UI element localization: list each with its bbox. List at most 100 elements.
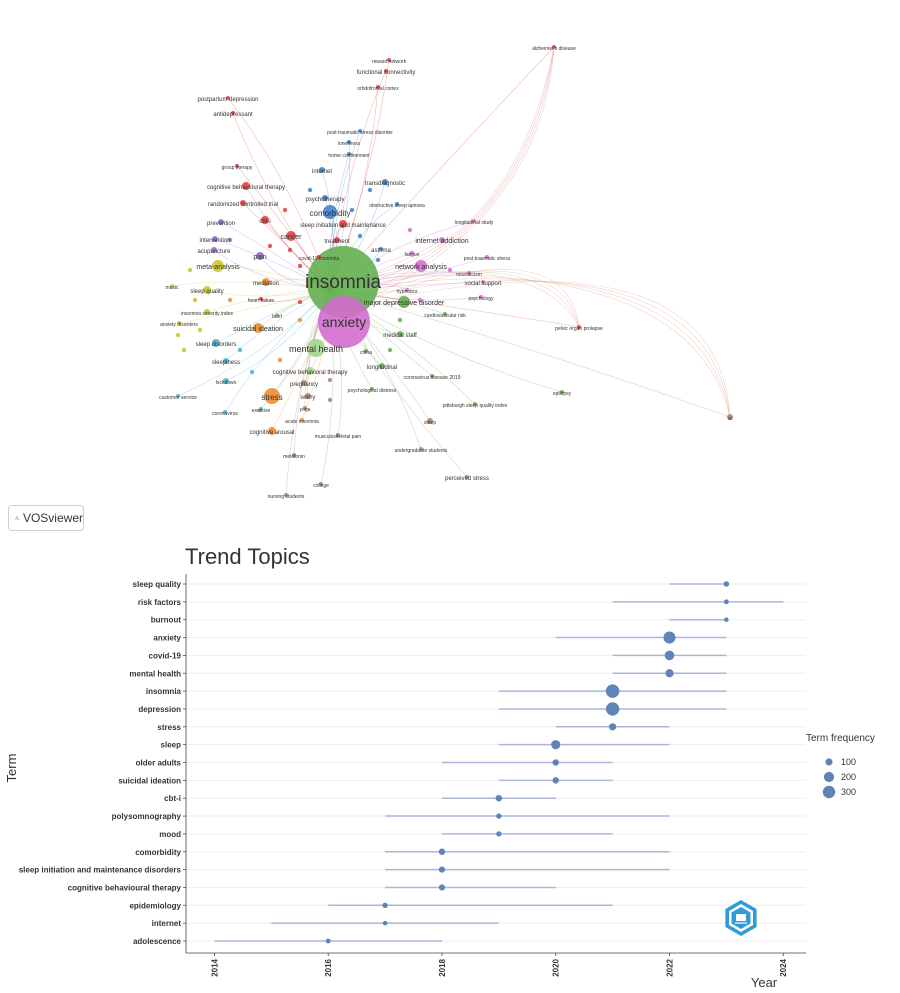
legend-size-label: 200 [841, 772, 856, 782]
network-node-label: cancer [280, 234, 302, 241]
network-node-label: intervention [199, 238, 230, 244]
year-tick-label: 2014 [210, 958, 219, 976]
network-node-label: sleep initiation and maintenance [300, 223, 386, 229]
network-node [211, 247, 217, 253]
network-node [275, 313, 279, 317]
network-node [203, 286, 211, 294]
co-occurrence-network: insomnia anxiety mental health comorbidity n… [159, 45, 733, 500]
network-node-label: cognitive arousal [249, 430, 294, 436]
term-label: mood [159, 830, 181, 839]
network-node [307, 187, 313, 193]
y-axis-label: Term [4, 754, 19, 783]
network-node-label: customer service [159, 395, 197, 401]
network-node [297, 263, 303, 269]
network-node-label: loneliness [338, 141, 361, 147]
network-node-label: sleepiness [212, 360, 240, 366]
term-label: stress [157, 723, 181, 732]
network-node-label: home confinement [328, 153, 370, 159]
network-node-label: undergraduate students [395, 448, 448, 454]
term-label: cognitive behavioural therapy [68, 883, 182, 892]
network-node [472, 219, 476, 223]
network-node-label: longitudinal [367, 365, 397, 371]
network-node-label: suicidal ideation [233, 326, 283, 333]
network-node-label: medical staff [383, 333, 417, 339]
network-node-label: pregnancy [290, 382, 318, 388]
term-point [665, 669, 674, 678]
vosviewer-badge[interactable]: VOSviewer [8, 505, 84, 531]
network-node-label: psychological distress [348, 388, 397, 394]
term-point [551, 740, 561, 750]
network-node-label: acupuncture [197, 249, 231, 255]
term-point [663, 631, 676, 644]
term-point [605, 684, 620, 698]
network-node-label: longitudinal study [455, 220, 494, 226]
chart-title: Trend Topics [185, 544, 310, 569]
term-label: sleep quality [133, 580, 182, 589]
network-node-label: sleep [424, 420, 436, 426]
network-node [319, 482, 323, 486]
network-node-label: group therapy [222, 165, 253, 171]
term-point [496, 831, 502, 837]
network-node [419, 447, 423, 451]
term-label: insomnia [146, 687, 182, 696]
network-node [292, 453, 296, 457]
network-node-label: hypnotics [396, 289, 418, 295]
term-label: mental health [129, 669, 181, 678]
network-node [481, 280, 485, 284]
network-node [227, 237, 233, 243]
network-node [277, 357, 283, 363]
network-node-label: mediation [253, 281, 279, 287]
network-edge [349, 46, 555, 281]
network-node-label: melatonin [283, 454, 305, 460]
network-node [417, 297, 423, 303]
term-label: depression [138, 705, 181, 714]
network-node-label: china [360, 350, 372, 356]
network-node [347, 152, 351, 156]
network-node [379, 247, 383, 251]
network-node [358, 129, 362, 133]
network-node-label: acute insomnia [285, 419, 319, 425]
network-node [181, 347, 187, 353]
term-point [723, 581, 730, 587]
network-node-label: perceived stress [445, 476, 489, 482]
network-node-label: social support [464, 281, 501, 287]
network-node [367, 187, 373, 193]
network-node [223, 378, 229, 384]
network-node [410, 251, 414, 255]
network-node [256, 252, 264, 260]
network-edge [349, 46, 555, 299]
legend-size-symbol [823, 771, 835, 783]
network-edge [349, 271, 580, 328]
network-node [376, 85, 380, 89]
network-node [439, 237, 445, 243]
network-node [297, 299, 303, 305]
network-node-label: functional connectivity [357, 70, 416, 76]
network-node-label: reward network [372, 59, 407, 65]
network-edge [349, 46, 555, 290]
term-point [495, 794, 503, 802]
network-node-label: obstructive sleep apnoea [369, 203, 425, 209]
network-node-label: anxiety disorders [160, 322, 198, 328]
chart-grid [183, 574, 806, 954]
network-node [212, 236, 218, 242]
network-node-label: randomized controlled trial [208, 202, 278, 208]
network-edge [177, 289, 331, 397]
term-label: sleep [161, 741, 182, 750]
term-label: internet [152, 919, 182, 928]
legend-size-label: 100 [841, 757, 856, 767]
network-node [261, 216, 269, 224]
network-node-label: worry [300, 395, 316, 401]
network-node-label: anxiety [322, 314, 366, 330]
network-node [357, 233, 363, 239]
network-node [242, 182, 250, 190]
network-node [231, 111, 235, 115]
legend-title: Term frequency [806, 733, 875, 744]
network-node [253, 323, 263, 333]
network-node-label: psychology [468, 296, 494, 302]
network-node [443, 312, 447, 316]
network-node-label: transdiagnostic [365, 181, 405, 187]
network-edge [349, 269, 580, 328]
network-node [322, 195, 328, 201]
network-node [282, 207, 288, 213]
network-node [212, 260, 224, 272]
